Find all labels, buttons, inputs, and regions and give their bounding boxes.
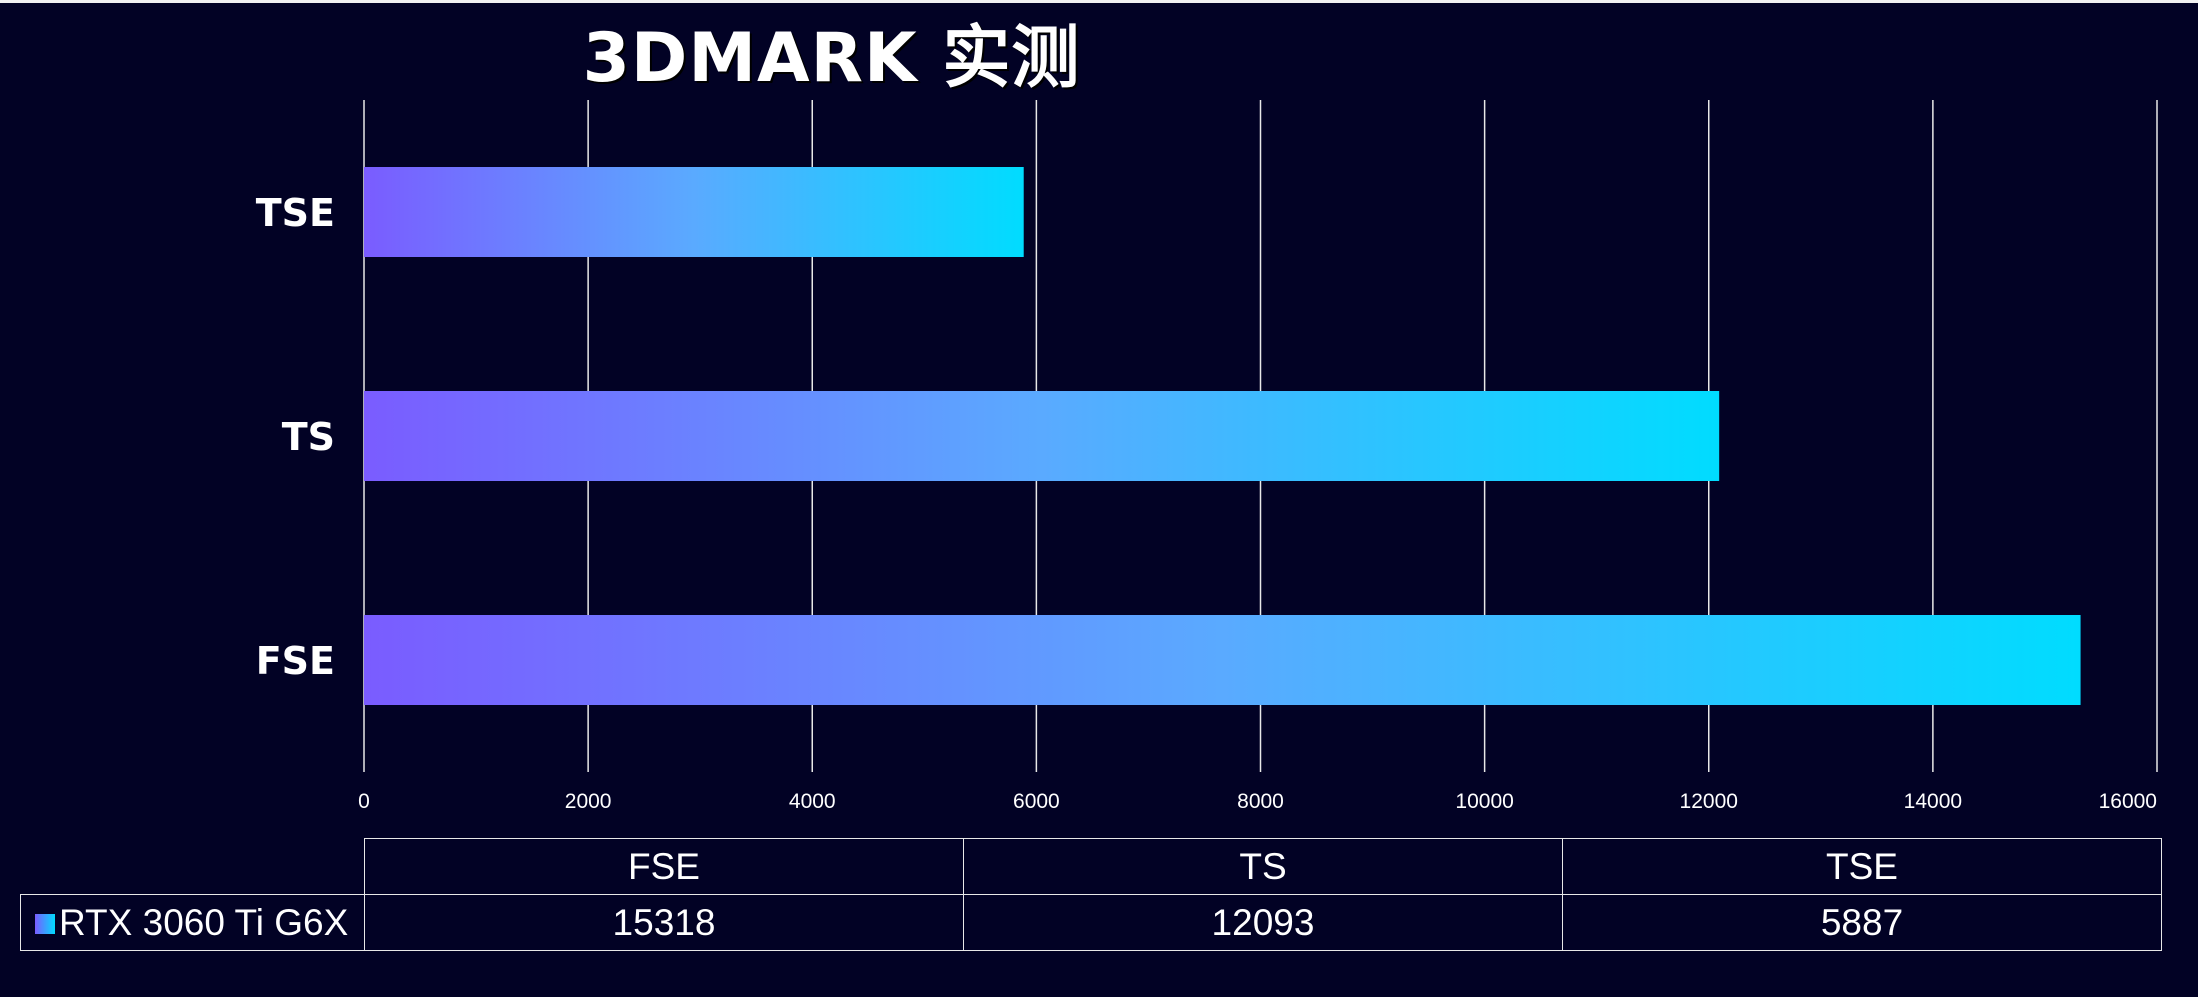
bar-chart: TSE TS FSE 0 2000 4000 6000 8000 10000 12000 1400… — [256, 100, 2158, 813]
data-table-value-tse: 5887 — [1562, 894, 2162, 951]
x-tick-labels: 0 2000 4000 6000 8000 10000 12000 14000 16000 — [358, 790, 2157, 813]
x-tick-10000: 10000 — [1455, 790, 1513, 813]
x-tick-8000: 8000 — [1237, 790, 1284, 813]
bar-ts — [364, 391, 1720, 481]
data-table-header-tse: TSE — [1562, 838, 2162, 895]
bar-fse — [364, 615, 2081, 705]
data-table-value-fse: 15318 — [364, 894, 964, 951]
data-table-value-ts: 12093 — [963, 894, 1563, 951]
data-table-header-row: FSE TS TSE — [20, 838, 2162, 895]
data-table-corner — [20, 838, 365, 895]
data-table-header-ts: TS — [963, 838, 1563, 895]
x-tick-12000: 12000 — [1680, 790, 1738, 813]
data-table-row: RTX 3060 Ti G6X 15318 12093 5887 — [20, 894, 2162, 951]
x-tick-4000: 4000 — [789, 790, 836, 813]
data-table-series-cell: RTX 3060 Ti G6X — [20, 894, 365, 951]
x-tick-0: 0 — [358, 790, 370, 813]
x-tick-16000: 16000 — [2099, 790, 2157, 813]
data-table-header-fse: FSE — [364, 838, 964, 895]
chart-title: 3DMARK 实测 — [582, 19, 1081, 98]
x-tick-6000: 6000 — [1013, 790, 1060, 813]
legend-series-label: RTX 3060 Ti G6X — [59, 901, 349, 943]
legend-key — [35, 913, 55, 934]
data-table: FSE TS TSE RTX 3060 Ti G6X 15318 12093 5… — [20, 838, 2162, 951]
x-tick-2000: 2000 — [565, 790, 612, 813]
x-tick-14000: 14000 — [1904, 790, 1962, 813]
bars — [364, 167, 2081, 705]
category-labels: TSE TS FSE — [256, 191, 335, 683]
category-label-tse: TSE — [256, 191, 335, 235]
bar-tse — [364, 167, 1024, 257]
category-label-ts: TS — [282, 415, 335, 459]
category-label-fse: FSE — [256, 639, 335, 683]
top-border — [0, 0, 2198, 3]
